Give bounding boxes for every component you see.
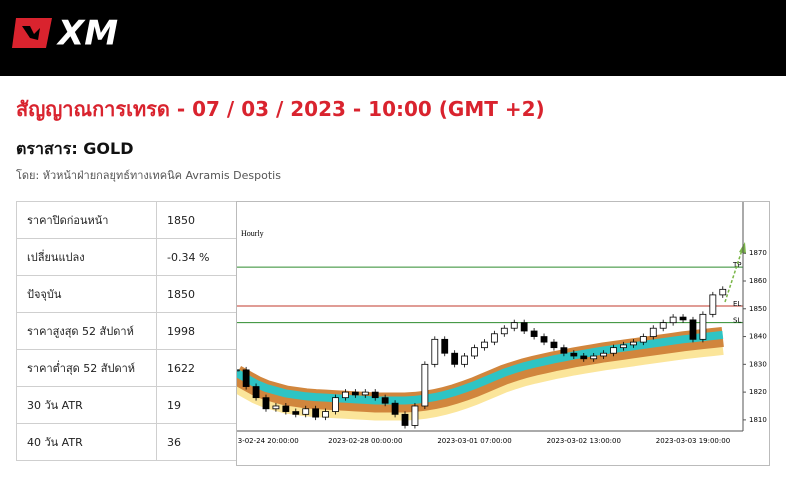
candle <box>550 341 558 349</box>
candle <box>540 336 548 343</box>
candle <box>471 347 478 357</box>
candle <box>590 355 598 360</box>
candle <box>580 355 588 360</box>
candle <box>600 352 608 357</box>
candle <box>272 405 280 410</box>
level-label: TP <box>732 261 742 269</box>
y-tick-label: 1820 <box>749 388 767 396</box>
candle <box>689 319 697 340</box>
candle <box>481 341 488 349</box>
table-row: ปัจจุบัน 1850 <box>16 275 237 313</box>
logo-text: XM <box>56 14 118 54</box>
value-cell: 1850 <box>156 201 237 239</box>
candle <box>669 316 677 324</box>
candle <box>490 333 498 343</box>
level-label: SL <box>733 317 741 325</box>
logo-icon-detail <box>22 26 40 40</box>
label-cell: ราคาสูงสุด 52 สัปดาห์ <box>16 312 157 350</box>
candle <box>322 411 329 418</box>
logo: XM <box>12 14 118 54</box>
candle <box>500 327 508 335</box>
ma-band <box>237 330 724 405</box>
y-tick-label: 1870 <box>749 249 767 257</box>
candle <box>620 344 627 349</box>
candle <box>659 322 667 329</box>
candle <box>381 397 389 404</box>
candle <box>560 347 568 354</box>
candle <box>237 369 240 372</box>
header: XM <box>0 0 786 76</box>
table-row: เปลี่ยนแปลง -0.34 % <box>16 238 237 276</box>
value-cell: 1622 <box>156 349 237 387</box>
candle <box>570 352 578 357</box>
chart-title: Hourly <box>241 229 264 238</box>
x-tick-label: 2023-03-01 07:00:00 <box>437 437 511 445</box>
candle <box>242 369 250 387</box>
candle <box>520 322 528 332</box>
candle <box>530 330 538 337</box>
candle <box>391 402 399 415</box>
author: โดย: หัวหน้าฝ่ายกลยุทธ์ทางเทคนิค Avramis… <box>16 169 281 182</box>
table-row: ราคาต่ำสุด 52 สัปดาห์ 1622 <box>16 349 237 387</box>
candle <box>262 397 270 410</box>
candle <box>292 411 300 415</box>
x-tick-label: 2023-03-03 19:00:00 <box>656 437 730 445</box>
value-cell: -0.34 % <box>156 238 237 276</box>
candle <box>312 408 320 418</box>
x-tick-label: 2023-02-28 00:00:00 <box>328 437 402 445</box>
y-tick-label: 1810 <box>749 416 767 424</box>
candle <box>441 338 449 354</box>
y-tick-label: 1830 <box>749 360 767 368</box>
value-cell: 1850 <box>156 275 237 313</box>
label-cell: เปลี่ยนแปลง <box>16 238 157 276</box>
label-cell: 30 วัน ATR <box>16 386 157 424</box>
target-arrow <box>724 246 744 303</box>
candle <box>709 294 717 315</box>
y-tick-label: 1860 <box>749 277 767 285</box>
value-cell: 19 <box>156 386 237 424</box>
label-cell: ปัจจุบัน <box>16 275 157 313</box>
candle <box>679 316 687 321</box>
y-tick-label: 1840 <box>749 333 767 341</box>
table-row: 40 วัน ATR 36 <box>16 423 237 461</box>
candle <box>510 322 518 329</box>
candle <box>451 352 459 365</box>
candle <box>629 341 637 346</box>
label-cell: ราคาปิดก่อนหน้า <box>16 201 157 239</box>
instrument: ตราสาร: GOLD <box>16 139 134 158</box>
candle <box>302 408 310 415</box>
table-row: 30 วัน ATR 19 <box>16 386 237 424</box>
candle <box>699 313 707 340</box>
table-row: ราคาสูงสุด 52 สัปดาห์ 1998 <box>16 312 237 350</box>
level-label: EL <box>733 300 741 308</box>
table-row: ราคาปิดก่อนหน้า 1850 <box>16 201 237 239</box>
candle <box>351 391 359 396</box>
candle <box>639 336 647 343</box>
candle <box>361 391 369 396</box>
stats-table: ราคาปิดก่อนหน้า 1850 เปลี่ยนแปลง -0.34 % ปัจ… <box>16 201 237 461</box>
label-cell: 40 วัน ATR <box>16 423 157 461</box>
candle <box>282 405 290 412</box>
candle <box>332 397 339 412</box>
candle <box>421 363 429 407</box>
candle <box>610 347 617 354</box>
candle <box>719 288 727 296</box>
value-cell: 1998 <box>156 312 237 350</box>
candle <box>461 355 468 365</box>
x-tick-label: 2023-03-02 13:00:00 <box>547 437 621 445</box>
candle <box>431 338 439 365</box>
page-title: สัญญาณการเทรด - 07 / 03 / 2023 - 10:00 (… <box>16 97 545 121</box>
candle <box>252 386 260 399</box>
candle <box>649 327 657 337</box>
value-cell: 36 <box>156 423 237 461</box>
candle <box>342 391 349 399</box>
candle <box>411 405 419 426</box>
candle <box>371 391 379 399</box>
label-cell: ราคาต่ำสุด 52 สัปดาห์ <box>16 349 157 387</box>
y-tick-label: 1850 <box>749 305 767 313</box>
x-tick-label: 23-02-24 20:00:00 <box>236 437 299 445</box>
candle <box>401 413 409 426</box>
chart: Hourly TP EL SL 1810 1820 1830 1840 1850 1860 187… <box>236 201 770 466</box>
